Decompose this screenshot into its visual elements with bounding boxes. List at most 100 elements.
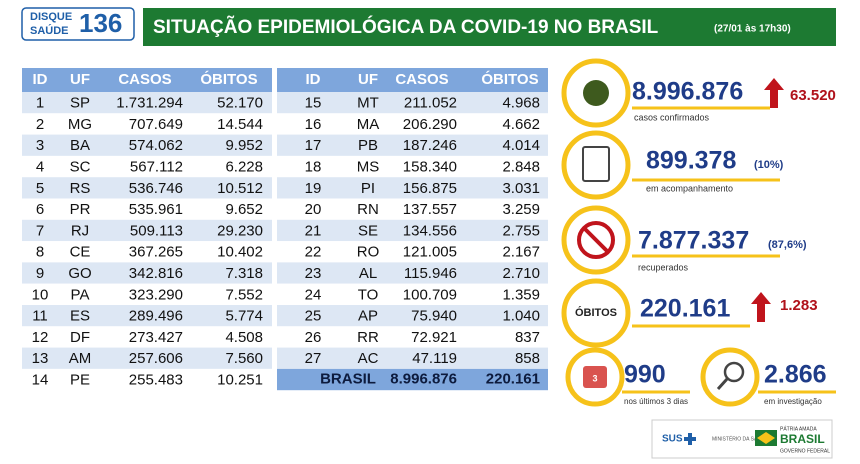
no-virus-icon: [577, 221, 615, 259]
table-cell: 255.483: [129, 372, 183, 389]
table-cell: 10: [32, 286, 49, 303]
table-cell: CE: [70, 244, 91, 261]
table-row: [277, 92, 548, 114]
table-row: [277, 177, 548, 199]
table-cell: 574.062: [129, 137, 183, 154]
table-cell: TO: [358, 286, 379, 303]
recovered-share: (87,6%): [768, 239, 807, 251]
magnifier-handle: [716, 377, 729, 391]
clipboard-icon: [582, 146, 610, 182]
table-cell: 22: [305, 244, 322, 261]
table-cell: 367.265: [129, 244, 183, 261]
table-cell: 2.755: [502, 222, 540, 239]
table-cell: 4.662: [502, 116, 540, 133]
table-cell: AM: [69, 350, 92, 367]
table-cell: 4.508: [225, 329, 263, 346]
recovered-label: recuperados: [638, 262, 689, 272]
table-cell: 2: [36, 116, 44, 133]
table-cell: 10.251: [217, 372, 263, 389]
table-cell: ES: [70, 308, 90, 325]
table-cell: AP: [358, 308, 378, 325]
table-cell: 7.318: [225, 265, 263, 282]
title-bar: [143, 8, 836, 46]
table-row: [22, 134, 272, 156]
table-cell: MS: [357, 159, 380, 176]
table-row: [22, 241, 272, 263]
table-row: [22, 283, 272, 305]
magnifier-icon: [723, 361, 745, 383]
table-cell: RN: [357, 201, 379, 218]
table-cell: 1.731.294: [116, 95, 183, 112]
sus-cross: [684, 433, 696, 445]
no-virus-slash: [582, 226, 610, 254]
table-row: [22, 198, 272, 220]
table-cell: 21: [305, 222, 322, 239]
table-cell: 7.552: [225, 286, 263, 303]
table-cell: 3.259: [502, 201, 540, 218]
table-cell: 115.946: [404, 265, 457, 282]
table-cell: 13: [32, 350, 49, 367]
table-cell: RO: [357, 244, 380, 261]
table-cell: MA: [357, 116, 380, 133]
logo-top: DISQUE: [30, 11, 72, 23]
table-row: [22, 305, 272, 327]
table-row: [277, 305, 548, 327]
header-row: [22, 68, 272, 92]
table-cell: 14.544: [217, 116, 263, 133]
table-cell: 858: [515, 350, 540, 367]
table-cell: 11: [32, 308, 48, 325]
table-cell: 75.940: [411, 308, 457, 325]
table-cell: 1.359: [502, 286, 540, 303]
table-row: [277, 262, 548, 284]
table-row: [22, 326, 272, 348]
table-cell: 707.649: [129, 116, 183, 133]
table-cell: 23: [305, 265, 322, 282]
calendar-icon: [583, 366, 607, 388]
column-header: CASOS: [118, 71, 171, 88]
table-cell: 567.112: [130, 159, 183, 176]
table-cell: 323.290: [129, 286, 183, 303]
table-row: [277, 283, 548, 305]
table-cell: 9: [36, 265, 44, 282]
deaths-badge: ÓBITOS: [575, 306, 617, 319]
table-cell: 24: [305, 286, 322, 303]
logo-bottom: SAÚDE: [30, 24, 69, 37]
table-cell: 187.246: [403, 137, 457, 154]
column-header: ID: [306, 71, 321, 88]
table-cell: 10.402: [217, 244, 263, 261]
deaths-value: 220.161: [640, 295, 730, 323]
table-cell: MT: [357, 95, 379, 112]
table-cell: 342.816: [129, 265, 183, 282]
table-cell: AL: [359, 265, 377, 282]
table-cell: GO: [68, 265, 91, 282]
up-arrow: [751, 292, 771, 322]
logo-frame: [21, 7, 135, 41]
table-cell: 29.230: [217, 222, 263, 239]
recent-value: 990: [624, 361, 666, 389]
table-cell: 535.961: [129, 201, 183, 218]
table-cell: PA: [71, 286, 90, 303]
table-row: [277, 113, 548, 135]
up-arrow: [764, 78, 784, 108]
table-cell: 5.774: [225, 308, 263, 325]
investigation-label: em investigação: [764, 397, 822, 406]
table-cell: 158.340: [403, 159, 457, 176]
total-cell: BRASIL: [320, 371, 376, 388]
table-cell: 12: [32, 329, 49, 346]
title: SITUAÇÃO EPIDEMIOLÓGICA DA COVID-19 NO B…: [153, 16, 659, 38]
table-row: [277, 198, 548, 220]
table-row: [22, 113, 272, 135]
table-cell: 2.848: [502, 159, 540, 176]
table-cell: 837: [515, 329, 540, 346]
logo: DISQUE SAÚDE 136: [21, 7, 135, 41]
table-cell: 4: [36, 159, 44, 176]
table-cell: PE: [70, 372, 90, 389]
date: (27/01 às 17h30): [714, 24, 791, 35]
table-cell: 3.031: [502, 180, 540, 197]
slogan: PÁTRIA AMADA: [780, 425, 817, 432]
table-cell: MG: [68, 116, 92, 133]
government: GOVERNO FEDERAL: [780, 448, 830, 454]
table-cell: 18: [305, 159, 322, 176]
table-cell: 2.710: [502, 265, 540, 282]
